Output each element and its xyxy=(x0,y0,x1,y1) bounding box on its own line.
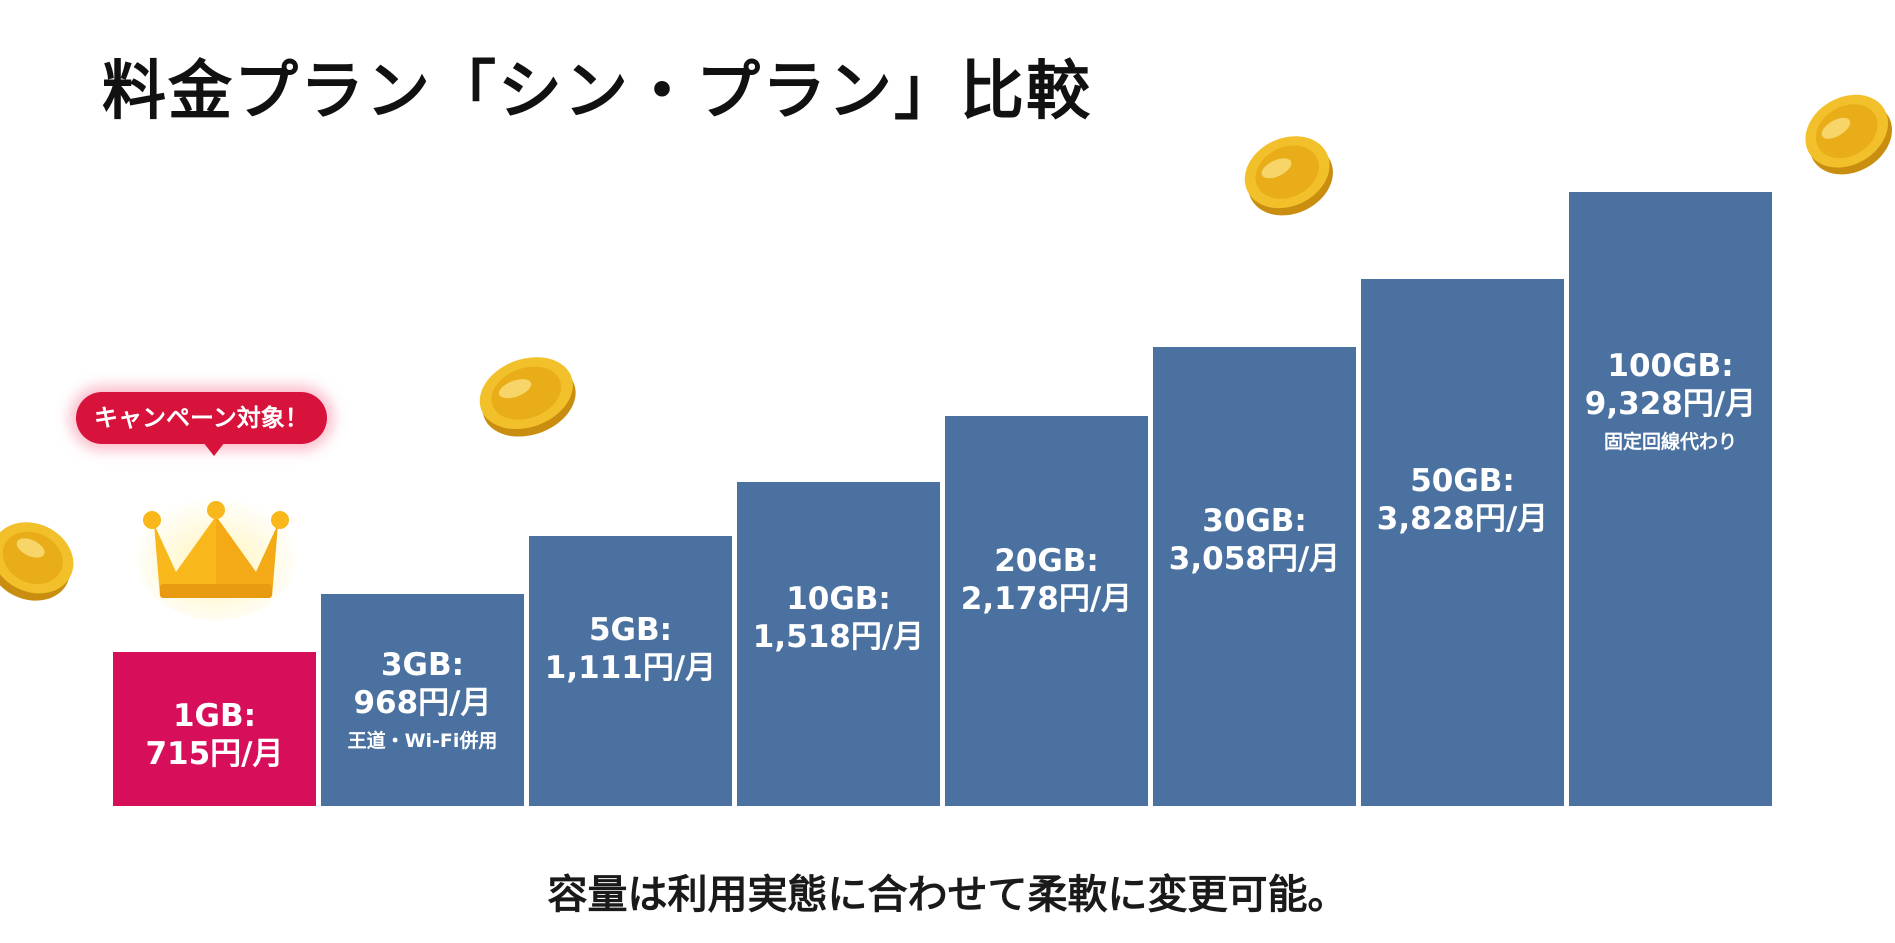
bar-50gb: 50GB: 3,828円/月 xyxy=(1361,279,1564,806)
bar-label: 1GB: 715円/月 xyxy=(113,697,316,773)
bar-capacity-label: 3GB: xyxy=(380,647,465,683)
bar-1gb: 1GB: 715円/月 xyxy=(113,652,316,806)
bar-20gb: 20GB: 2,178円/月 xyxy=(945,416,1148,806)
page-title: 料金プラン「シン・プラン」比較 xyxy=(102,55,1092,129)
bar-label: 10GB: 1,518円/月 xyxy=(737,580,940,656)
bar-100gb: 100GB: 9,328円/月固定回線代わり xyxy=(1569,192,1772,806)
bar-label: 100GB: 9,328円/月固定回線代わり xyxy=(1569,347,1772,455)
bar-capacity-label: 30GB: xyxy=(1202,502,1307,539)
bar-label: 20GB: 2,178円/月 xyxy=(945,542,1148,618)
campaign-badge: キャンペーン対象！ xyxy=(76,392,327,444)
bar-price-label: 3,058円/月 xyxy=(1168,540,1341,577)
bar-capacity-label: 5GB: xyxy=(588,612,673,649)
bar-30gb: 30GB: 3,058円/月 xyxy=(1153,347,1356,806)
bar-price-label: 1,518円/月 xyxy=(752,619,925,656)
bar-capacity-label: 20GB: xyxy=(994,542,1099,579)
coin-icon xyxy=(1244,136,1333,216)
bar-price-label: 2,178円/月 xyxy=(960,580,1133,617)
bar-price-label: 1,111円/月 xyxy=(544,650,717,687)
bar-price-label: 3,828円/月 xyxy=(1376,501,1549,538)
footer-caption: 容量は利用実態に合わせて柔軟に変更可能。 xyxy=(547,872,1348,918)
bar-label: 3GB: 968円/月王道・Wi-Fi併用 xyxy=(321,646,524,754)
crown-icon xyxy=(136,496,296,620)
bar-capacity-label: 100GB: xyxy=(1607,347,1734,384)
bar-3gb: 3GB: 968円/月王道・Wi-Fi併用 xyxy=(321,594,524,806)
bar-capacity-label: 50GB: xyxy=(1410,463,1515,500)
bar-5gb: 5GB: 1,111円/月 xyxy=(529,536,732,806)
bar-price-label: 968円/月 xyxy=(353,685,492,721)
coin-icon xyxy=(0,522,74,601)
bar-capacity-label: 10GB: xyxy=(786,581,891,618)
bar-note: 固定回線代わり xyxy=(1603,430,1737,453)
bar-capacity-label: 1GB: xyxy=(172,698,257,734)
bar-label: 5GB: 1,111円/月 xyxy=(529,611,732,687)
bar-price-label: 9,328円/月 xyxy=(1584,385,1757,422)
coin-icon xyxy=(1805,94,1892,175)
badge-pointer xyxy=(203,442,225,456)
bar-price-label: 715円/月 xyxy=(145,736,284,772)
bar-10gb: 10GB: 1,518円/月 xyxy=(737,482,940,806)
coin-icon xyxy=(479,357,576,437)
bar-label: 30GB: 3,058円/月 xyxy=(1153,502,1356,578)
bar-note: 王道・Wi-Fi併用 xyxy=(347,730,498,752)
bar-label: 50GB: 3,828円/月 xyxy=(1361,462,1564,538)
